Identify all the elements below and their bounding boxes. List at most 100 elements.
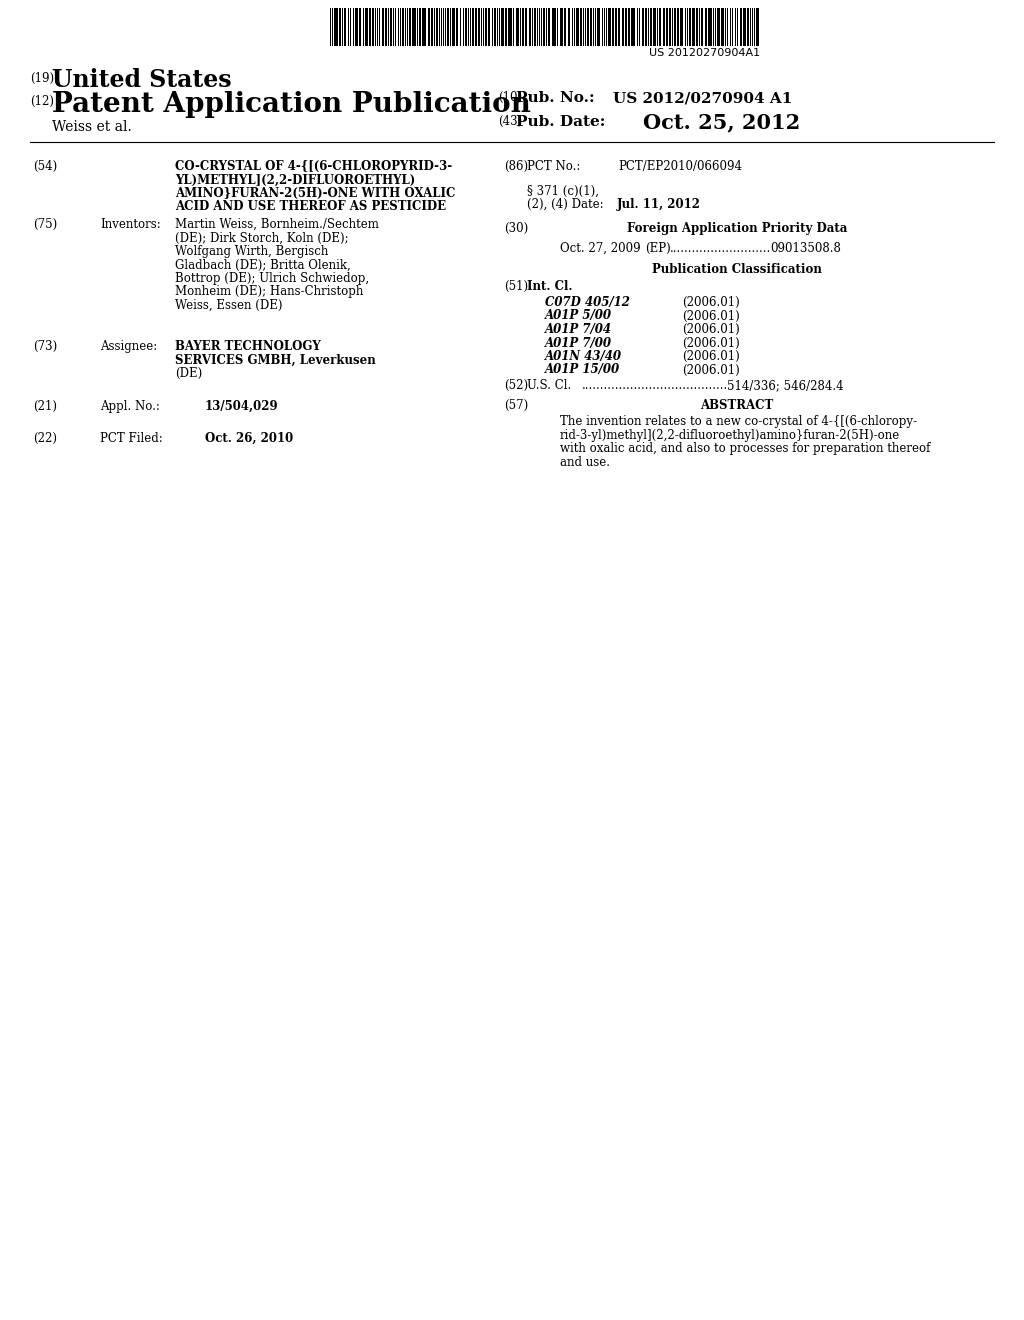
Bar [365, 8, 368, 46]
Bar [412, 8, 416, 46]
Bar [475, 8, 477, 46]
Text: (19): (19) [30, 73, 54, 84]
Text: PCT/EP2010/066094: PCT/EP2010/066094 [618, 160, 742, 173]
Bar [625, 8, 627, 46]
Text: (43): (43) [498, 115, 522, 128]
Bar [659, 8, 662, 46]
Bar [344, 8, 346, 46]
Text: (21): (21) [33, 400, 57, 413]
Text: YL)METHYL](2,2-DIFLUOROETHYL): YL)METHYL](2,2-DIFLUOROETHYL) [175, 173, 416, 186]
Text: (86): (86) [504, 160, 528, 173]
Text: with oxalic acid, and also to processes for preparation thereof: with oxalic acid, and also to processes … [560, 442, 931, 455]
Text: BAYER TECHNOLOGY: BAYER TECHNOLOGY [175, 341, 321, 352]
Bar [674, 8, 676, 46]
Bar [488, 8, 490, 46]
Text: Monheim (DE); Hans-Christoph: Monheim (DE); Hans-Christoph [175, 285, 364, 298]
Text: (51): (51) [504, 280, 528, 293]
Bar [355, 8, 358, 46]
Text: (EP): (EP) [645, 242, 671, 255]
Text: (2), (4) Date:: (2), (4) Date: [527, 198, 603, 211]
Bar [409, 8, 411, 46]
Bar [568, 8, 570, 46]
Text: .......................................: ....................................... [582, 379, 728, 392]
Bar [543, 8, 545, 46]
Text: ABSTRACT: ABSTRACT [700, 399, 773, 412]
Bar [708, 8, 712, 46]
Bar [390, 8, 392, 46]
Text: (2006.01): (2006.01) [682, 363, 739, 376]
Text: US 2012/0270904 A1: US 2012/0270904 A1 [613, 91, 793, 106]
Bar [494, 8, 496, 46]
Bar [692, 8, 695, 46]
Text: (2006.01): (2006.01) [682, 309, 739, 322]
Bar [756, 8, 759, 46]
Bar [452, 8, 455, 46]
Text: (73): (73) [33, 341, 57, 352]
Bar [587, 8, 589, 46]
Text: The invention relates to a new co-crystal of 4-{[(6-chloropy-: The invention relates to a new co-crysta… [560, 414, 918, 428]
Text: Weiss, Essen (DE): Weiss, Essen (DE) [175, 300, 283, 312]
Bar [525, 8, 527, 46]
Text: Jul. 11, 2012: Jul. 11, 2012 [617, 198, 701, 211]
Bar [529, 8, 531, 46]
Bar [653, 8, 656, 46]
Bar [612, 8, 614, 46]
Text: § 371 (c)(1),: § 371 (c)(1), [527, 185, 599, 198]
Text: Oct. 26, 2010: Oct. 26, 2010 [205, 432, 293, 445]
Text: Oct. 27, 2009: Oct. 27, 2009 [560, 242, 641, 255]
Bar [431, 8, 433, 46]
Bar [339, 8, 341, 46]
Bar [701, 8, 703, 46]
Bar [334, 8, 338, 46]
Text: Martin Weiss, Bornheim./Sechtem: Martin Weiss, Bornheim./Sechtem [175, 218, 379, 231]
Text: (22): (22) [33, 432, 57, 445]
Bar [402, 8, 404, 46]
Text: Wolfgang Wirth, Bergisch: Wolfgang Wirth, Bergisch [175, 246, 329, 257]
Bar [615, 8, 617, 46]
Bar [548, 8, 550, 46]
Bar [534, 8, 536, 46]
Bar [650, 8, 652, 46]
Bar [642, 8, 644, 46]
Text: 09013508.8: 09013508.8 [770, 242, 841, 255]
Bar [552, 8, 556, 46]
Bar [575, 8, 579, 46]
Bar [743, 8, 746, 46]
Text: Oct. 25, 2012: Oct. 25, 2012 [643, 112, 800, 132]
Bar [505, 8, 507, 46]
Bar [447, 8, 449, 46]
Text: Gladbach (DE); Britta Olenik,: Gladbach (DE); Britta Olenik, [175, 259, 351, 272]
Bar [516, 8, 519, 46]
Text: Weiss et al.: Weiss et al. [52, 120, 132, 135]
Text: (30): (30) [504, 222, 528, 235]
Bar [628, 8, 630, 46]
Text: 13/504,029: 13/504,029 [205, 400, 279, 413]
Bar [645, 8, 647, 46]
Text: U.S. Cl.: U.S. Cl. [527, 379, 571, 392]
Bar [590, 8, 592, 46]
Text: US 20120270904A1: US 20120270904A1 [649, 48, 760, 58]
Bar [478, 8, 480, 46]
Text: (DE): (DE) [175, 367, 203, 380]
Bar [428, 8, 430, 46]
Text: A01N 43/40: A01N 43/40 [545, 350, 622, 363]
Bar [717, 8, 720, 46]
Text: (10): (10) [498, 91, 522, 104]
Bar [705, 8, 707, 46]
Bar [456, 8, 458, 46]
Bar [622, 8, 624, 46]
Text: PCT Filed:: PCT Filed: [100, 432, 163, 445]
Bar [663, 8, 665, 46]
Bar [721, 8, 724, 46]
Text: ACID AND USE THEREOF AS PESTICIDE: ACID AND USE THEREOF AS PESTICIDE [175, 201, 446, 214]
Text: (2006.01): (2006.01) [682, 350, 739, 363]
Text: Bottrop (DE); Ulrich Schwiedop,: Bottrop (DE); Ulrich Schwiedop, [175, 272, 369, 285]
Bar [359, 8, 361, 46]
Text: Appl. No.:: Appl. No.: [100, 400, 160, 413]
Bar [618, 8, 620, 46]
Text: CO-CRYSTAL OF 4-{[(6-CHLOROPYRID-3-: CO-CRYSTAL OF 4-{[(6-CHLOROPYRID-3- [175, 160, 453, 173]
Bar [522, 8, 524, 46]
Bar [666, 8, 668, 46]
Text: 514/336; 546/284.4: 514/336; 546/284.4 [727, 379, 844, 392]
Bar [564, 8, 566, 46]
